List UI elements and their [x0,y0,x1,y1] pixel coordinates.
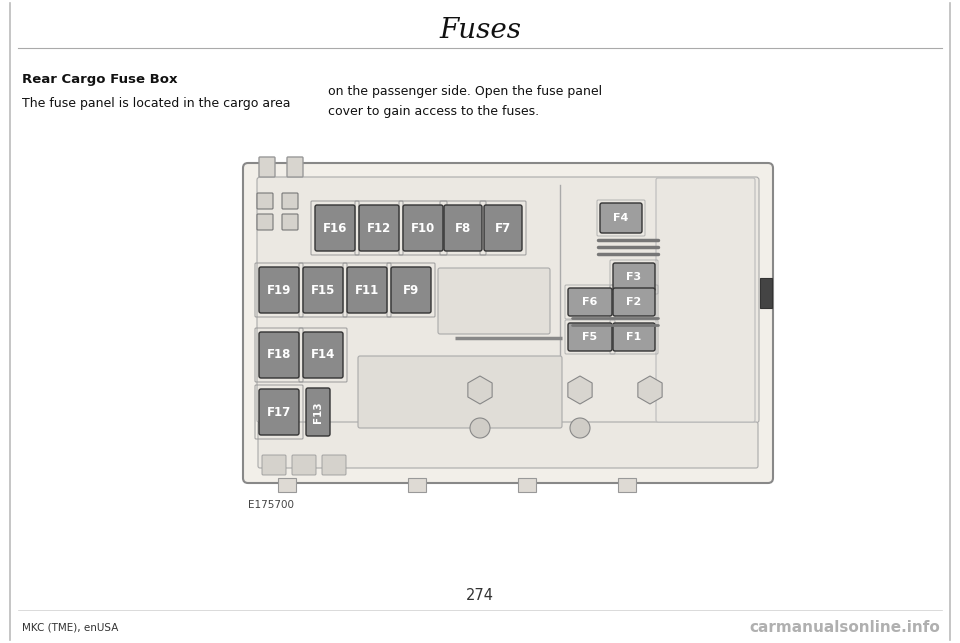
FancyBboxPatch shape [568,323,612,351]
Text: carmanualsonline.info: carmanualsonline.info [749,619,940,635]
Polygon shape [637,376,662,404]
FancyBboxPatch shape [303,267,343,313]
FancyBboxPatch shape [258,422,758,468]
Text: F7: F7 [495,221,511,235]
FancyBboxPatch shape [259,157,275,177]
FancyBboxPatch shape [403,205,443,251]
Text: F4: F4 [613,213,629,223]
Text: Rear Cargo Fuse Box: Rear Cargo Fuse Box [22,73,178,87]
Text: F1: F1 [626,332,641,342]
FancyBboxPatch shape [613,323,655,351]
Text: F19: F19 [267,284,291,296]
FancyBboxPatch shape [347,267,387,313]
FancyBboxPatch shape [358,356,562,428]
FancyBboxPatch shape [613,288,655,316]
Circle shape [470,418,490,438]
FancyBboxPatch shape [259,389,299,435]
FancyBboxPatch shape [257,177,759,423]
Text: F3: F3 [627,272,641,282]
Text: F10: F10 [411,221,435,235]
Bar [408,478,426,492]
FancyBboxPatch shape [259,332,299,378]
Text: 274: 274 [466,588,494,602]
FancyBboxPatch shape [287,157,303,177]
Text: F5: F5 [583,332,597,342]
Text: F8: F8 [455,221,471,235]
FancyBboxPatch shape [282,214,298,230]
FancyBboxPatch shape [656,178,755,422]
Text: F17: F17 [267,406,291,419]
FancyBboxPatch shape [438,268,550,334]
FancyBboxPatch shape [613,263,655,291]
Text: The fuse panel is located in the cargo area: The fuse panel is located in the cargo a… [22,96,291,109]
FancyBboxPatch shape [391,267,431,313]
FancyBboxPatch shape [315,205,355,251]
FancyBboxPatch shape [303,332,343,378]
Polygon shape [468,376,492,404]
FancyBboxPatch shape [322,455,346,475]
Text: F13: F13 [313,401,323,423]
Text: F12: F12 [367,221,391,235]
Text: E175700: E175700 [248,500,294,510]
Bar [760,278,772,308]
Bar [518,478,536,492]
Text: F14: F14 [311,349,335,361]
FancyBboxPatch shape [444,205,482,251]
FancyBboxPatch shape [568,288,612,316]
Text: F2: F2 [626,297,641,307]
Text: F15: F15 [311,284,335,296]
Text: F16: F16 [323,221,348,235]
FancyBboxPatch shape [600,203,642,233]
FancyBboxPatch shape [257,214,273,230]
Circle shape [570,418,590,438]
Text: F18: F18 [267,349,291,361]
Text: F11: F11 [355,284,379,296]
Text: F9: F9 [403,284,420,296]
FancyBboxPatch shape [243,163,773,483]
FancyBboxPatch shape [259,267,299,313]
Bar [278,478,296,492]
Text: Fuses: Fuses [439,17,521,44]
Bar [618,478,636,492]
FancyBboxPatch shape [292,455,316,475]
Polygon shape [568,376,592,404]
Text: on the passenger side. Open the fuse panel
cover to gain access to the fuses.: on the passenger side. Open the fuse pan… [328,85,602,118]
FancyBboxPatch shape [484,205,522,251]
FancyBboxPatch shape [257,193,273,209]
FancyBboxPatch shape [262,455,286,475]
Text: MKC (TME), enUSA: MKC (TME), enUSA [22,622,118,632]
FancyBboxPatch shape [306,388,330,436]
Text: F6: F6 [583,297,598,307]
FancyBboxPatch shape [282,193,298,209]
FancyBboxPatch shape [359,205,399,251]
